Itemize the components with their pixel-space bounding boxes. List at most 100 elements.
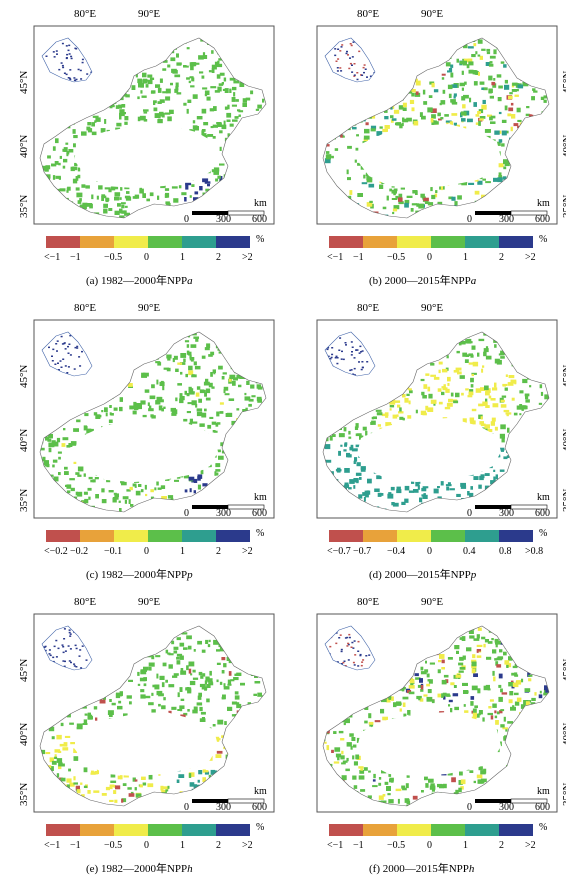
latitude-label: 45°N (561, 658, 566, 682)
legend-tick-label: −0.5 (104, 840, 123, 851)
latitude-label: 45°N (18, 658, 30, 682)
latitude-label: 40°N (561, 134, 566, 158)
scale-tick-label: 600 (535, 508, 550, 519)
longitude-label: 90°E (421, 302, 444, 314)
legend-tick-label: −0.2 (70, 546, 89, 557)
caption-text: (a) 1982—2000年NPP (86, 275, 188, 287)
scale-tick-label: 300 (499, 214, 514, 225)
scale-tick-label: 0 (184, 802, 189, 813)
legend-tick-labels: <−0.2 −0.2 −0.1 0 1 2 >2 (44, 546, 274, 560)
legend-swatch (397, 236, 431, 248)
legend-swatch (80, 824, 114, 836)
scale-unit: km (254, 198, 267, 209)
legend-tick-label: >2 (525, 840, 536, 851)
legend-tick-label: 0 (427, 252, 432, 263)
longitude-label: 90°E (138, 302, 161, 314)
legend-swatch (431, 236, 465, 248)
latitude-label: 40°N (18, 134, 30, 158)
legend-tick-label: 0.4 (463, 546, 476, 557)
longitude-label: 80°E (74, 8, 97, 20)
legend-tick-labels: <−1 −1 −0.5 0 1 2 >2 (44, 840, 274, 854)
panel-caption: (f) 2000—2015年NPPh (369, 860, 474, 876)
latitude-label: 35°N (561, 488, 566, 512)
region-outline (322, 625, 550, 807)
scale-tick-label: 300 (216, 802, 231, 813)
scale-tick-label: 300 (499, 508, 514, 519)
scale-bar (192, 504, 265, 510)
legend-tick-label: >0.8 (525, 546, 544, 557)
caption-variable: a (470, 275, 477, 287)
legend-tick-label: 0 (427, 546, 432, 557)
legend-swatch (465, 236, 499, 248)
scale-unit: km (254, 492, 267, 503)
legend-swatch (329, 236, 363, 248)
longitude-label: 90°E (138, 8, 161, 20)
scale-bar (475, 798, 548, 804)
legend-tick-labels: <−0.7 −0.7 −0.4 0 0.4 0.8 >0.8 (327, 546, 557, 560)
latitude-label: 40°N (561, 428, 566, 452)
map-panel-f: 80°E 90°E 45°N 40°N 35°N km 0 300 600% <−1 −1 −0.5 0… (283, 588, 566, 882)
legend-tick-label: 1 (180, 840, 185, 851)
caption-text: (d) 2000—2015年NPP (369, 569, 471, 581)
latitude-label: 40°N (18, 722, 30, 746)
legend-tick-labels: <−1 −1 −0.5 0 1 2 >2 (327, 840, 557, 854)
region-outline (39, 331, 267, 513)
caption-text: (c) 1982—2000年NPP (86, 569, 188, 581)
legend-tick-label: 1 (463, 252, 468, 263)
legend-tick-label: 1 (180, 252, 185, 263)
caption-variable: h (187, 863, 193, 875)
legend-tick-label: 0 (144, 546, 149, 557)
legend-unit: % (539, 528, 548, 539)
legend-swatch (329, 530, 363, 542)
scale-tick-label: 0 (467, 508, 472, 519)
scale-tick-label: 600 (252, 214, 267, 225)
legend-tick-label: <−1 (327, 252, 344, 263)
latitude-label: 40°N (18, 428, 30, 452)
tarim-basin-nodata (357, 124, 501, 188)
scale-bar (192, 798, 265, 804)
legend-tick-label: 0 (144, 840, 149, 851)
legend-tick-label: −0.1 (104, 546, 123, 557)
latitude-label: 35°N (561, 782, 566, 806)
legend-tick-label: 0.8 (499, 546, 512, 557)
latitude-label: 35°N (18, 782, 30, 806)
tarim-basin-nodata (357, 712, 501, 776)
scale-unit: km (537, 786, 550, 797)
scale-tick-label: 300 (499, 802, 514, 813)
map-panel-c: 80°E 90°E 45°N 40°N 35°N km 0 300 600% <−0.2 −0.2 −… (0, 294, 283, 588)
map-panel-a: 80°E 90°E 45°N 40°N 35°N km 0 300 600% <−1 −1 −0.5 0… (0, 0, 283, 294)
panel-caption: (d) 2000—2015年NPPp (369, 566, 476, 582)
legend-swatch (465, 824, 499, 836)
longitude-label: 90°E (421, 596, 444, 608)
legend-swatch (46, 824, 80, 836)
tarim-basin-nodata (74, 124, 218, 188)
legend-tick-label: 2 (216, 840, 221, 851)
legend-swatch (114, 824, 148, 836)
latitude-label: 35°N (18, 194, 30, 218)
npp-map-a (33, 25, 275, 225)
legend-tick-label: −0.5 (387, 840, 406, 851)
caption-variable: p (470, 569, 477, 581)
legend-swatch (363, 530, 397, 542)
legend-unit: % (256, 822, 265, 833)
legend-swatch (182, 824, 216, 836)
caption-text: (e) 1982—2000年NPP (86, 863, 188, 875)
region-outline (39, 625, 267, 807)
legend-tick-label: 2 (499, 840, 504, 851)
legend-tick-label: −1 (70, 252, 81, 263)
legend-tick-label: <−0.7 (327, 546, 351, 557)
legend-swatch (80, 236, 114, 248)
longitude-label: 80°E (357, 8, 380, 20)
tarim-basin-nodata (74, 712, 218, 776)
caption-text: (b) 2000—2015年NPP (369, 275, 471, 287)
legend-tick-label: <−1 (327, 840, 344, 851)
legend-tick-label: 2 (216, 252, 221, 263)
panel-caption: (c) 1982—2000年NPPp (86, 566, 193, 582)
legend-tick-label: −1 (353, 252, 364, 263)
map-panel-b: 80°E 90°E 45°N 40°N 35°N km 0 300 600% <−1 −1 −0.5 0… (283, 0, 566, 294)
legend-swatch (148, 236, 182, 248)
legend-swatch (397, 530, 431, 542)
legend-swatch (363, 824, 397, 836)
legend-swatch (499, 530, 533, 542)
tarim-basin-nodata (357, 418, 501, 482)
